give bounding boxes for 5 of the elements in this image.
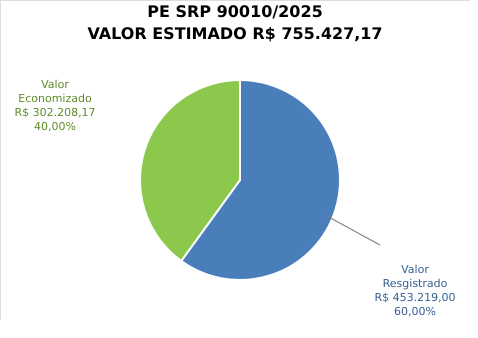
data-label: R$ 302.208,17 40,00% bbox=[14, 106, 96, 133]
chart-title: PE SRP 90010/2025 VALOR ESTIMADO R$ 755.427,17 bbox=[87, 2, 383, 43]
data-label: R$ 453.219,00 60,00% bbox=[374, 291, 456, 318]
slice-label: Valor Economizado bbox=[18, 78, 92, 105]
slice-label: Valor Resgistrado bbox=[382, 263, 448, 290]
